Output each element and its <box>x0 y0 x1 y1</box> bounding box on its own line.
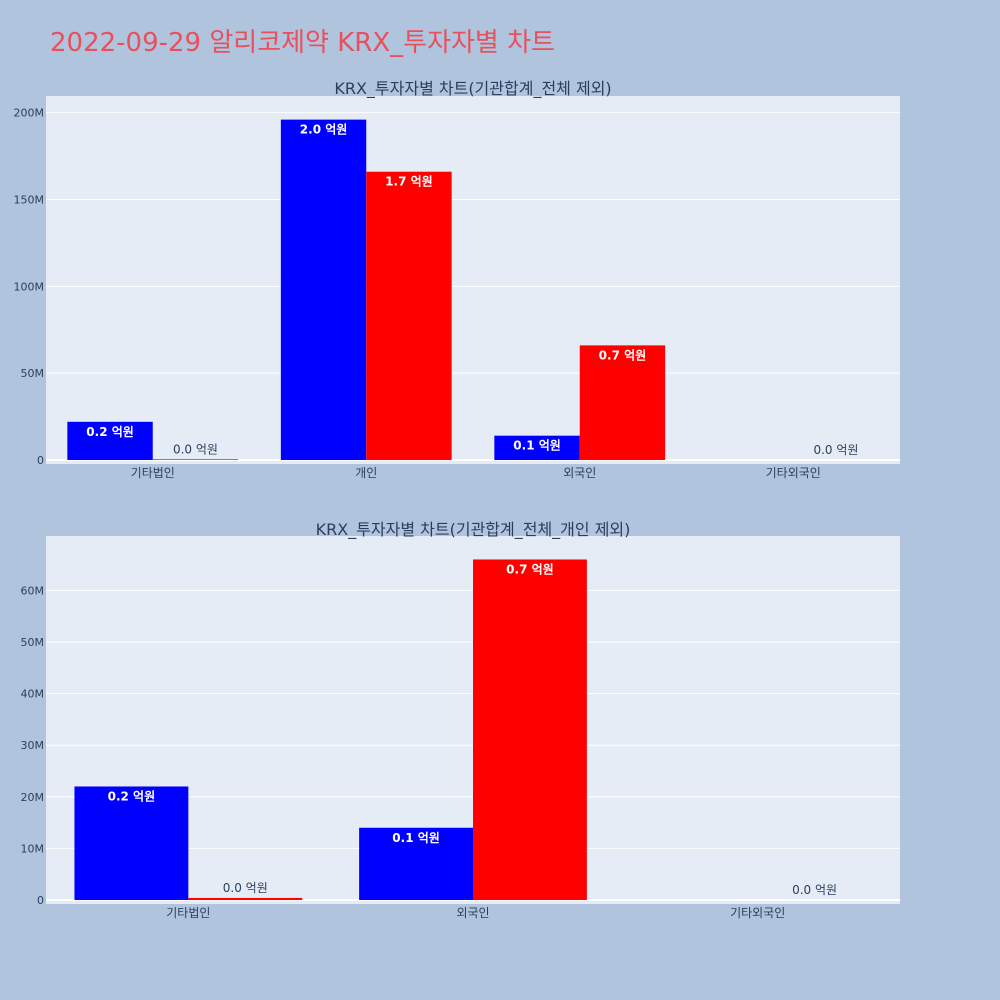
plot-area <box>46 96 900 464</box>
y-tick-label: 50M <box>21 636 45 649</box>
x-tick-label: 외국인 <box>563 466 596 480</box>
chart-title: KRX_투자자별 차트(기관합계_전체 제외) <box>334 79 611 99</box>
bar-blue <box>67 421 153 460</box>
data-label: 0.1 억원 <box>392 831 440 845</box>
y-tick-label: 150M <box>14 194 45 207</box>
data-label: 0.0 억원 <box>173 442 218 456</box>
bar-red <box>579 345 666 460</box>
bar-blue <box>74 786 189 900</box>
x-tick-label: 외국인 <box>456 906 489 920</box>
x-tick-label: 개인 <box>355 466 377 480</box>
data-label: 2.0 억원 <box>300 123 348 137</box>
y-tick-label: 30M <box>21 739 45 752</box>
data-label: 0.2 억원 <box>108 789 156 803</box>
bar-blue <box>359 827 473 900</box>
data-label: 1.7 억원 <box>385 175 433 189</box>
x-tick-label: 기타외국인 <box>766 466 821 480</box>
y-tick-label: 20M <box>21 791 45 804</box>
y-tick-label: 100M <box>14 280 45 293</box>
y-tick-label: 60M <box>21 584 45 597</box>
chart-1: 0 50M 100M 150M 200M KRX_투자자별 차트(기관합계_전체 제외) 기… <box>14 79 900 480</box>
bar-red <box>366 171 452 461</box>
y-tick-label: 200M <box>14 107 45 120</box>
y-tick-label: 40M <box>21 688 45 701</box>
data-label: 0.7 억원 <box>506 562 554 576</box>
data-label: 0.2 억원 <box>86 425 134 439</box>
x-tick-label: 기타법인 <box>166 906 210 920</box>
data-label: 0.0 억원 <box>813 443 858 457</box>
x-tick-label: 기타외국인 <box>730 906 785 920</box>
chart-2: 0 10M 20M 30M 40M 50M 60M KRX_투자자별 차트(기관합계_전체_개… <box>21 520 900 920</box>
bar-blue <box>280 119 367 460</box>
y-tick-label: 0 <box>37 454 44 467</box>
chart-title: KRX_투자자별 차트(기관합계_전체_개인 제외) <box>316 520 631 540</box>
bar-red <box>152 459 239 460</box>
data-label: 0.1 억원 <box>513 439 561 453</box>
data-label: 0.0 억원 <box>223 881 268 895</box>
y-tick-label: 10M <box>21 842 45 855</box>
bar-red <box>188 897 303 900</box>
y-tick-label: 50M <box>21 367 45 380</box>
bar-red <box>473 559 587 900</box>
data-label: 0.7 억원 <box>599 348 647 362</box>
y-tick-label: 0 <box>37 894 44 907</box>
x-tick-label: 기타법인 <box>131 466 175 480</box>
bar-blue <box>494 435 580 460</box>
data-label: 0.0 억원 <box>792 883 837 897</box>
page-title: 2022-09-29 알리코제약 KRX_투자자별 차트 <box>50 28 555 58</box>
